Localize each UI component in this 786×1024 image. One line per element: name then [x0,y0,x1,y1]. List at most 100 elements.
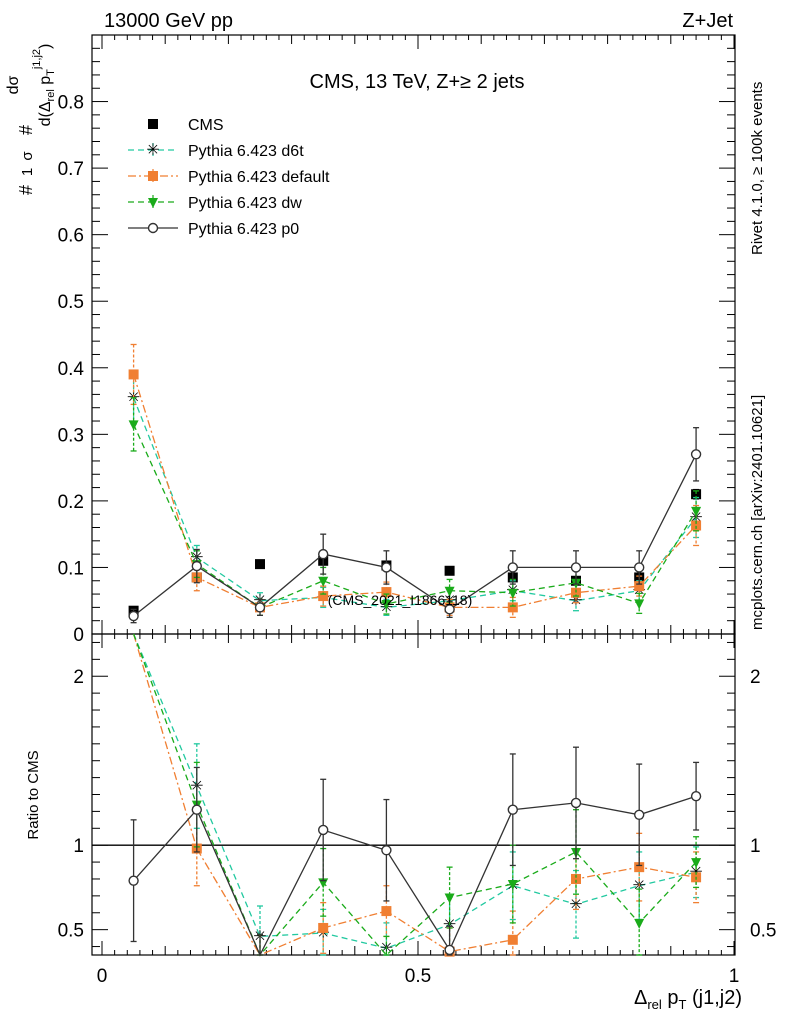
point-p0 [381,562,392,573]
main-title: CMS, 13 TeV, Z+≥ 2 jets [310,71,525,93]
point-default [381,587,392,598]
legend-label-p0: Pythia 6.423 p0 [188,221,299,238]
point-default [571,873,581,884]
series-line-p0 [133,795,697,957]
point-p0 [444,604,455,615]
y-tick-label: 0.3 [58,425,84,446]
point-dw [128,420,139,431]
point-p0 [381,845,392,856]
point-dw [444,893,455,904]
point-p0 [254,602,266,613]
series-line-default [132,374,697,609]
x-axis-label: Δrel pT (j1,j2) [634,987,742,1012]
ylabel-hash-2: # [16,125,36,135]
point-p0 [444,944,455,956]
point-dw [691,858,702,869]
series-line-d6t [132,633,697,949]
point-p0 [191,804,203,815]
point-default [128,369,139,380]
point-p0 [634,562,645,573]
ratio-y-tick-label-right: 0.5 [750,921,776,942]
point-p0 [634,809,645,820]
point-dw [507,588,518,599]
point-p0 [128,610,139,622]
series-line-d6t [132,397,697,609]
x-tick-label: 1 [729,966,740,987]
y-tick-label: 0.7 [58,159,84,180]
point-dw [507,880,518,891]
ylabel-dsigma: dσ [5,75,22,94]
point-p0 [191,560,203,572]
series-line-dw [133,424,697,609]
legend-marker-dw [148,198,158,208]
series-line-dw [132,633,697,957]
point-dw [318,576,329,587]
ratio-y-tick-label: 2 [73,667,84,688]
x-tick-label: 0.5 [405,966,431,987]
ylabel-sigma: σ [19,151,36,161]
point-default [507,602,518,613]
ylabel-denominator: d(Δrel pTj1,j2) [31,44,57,127]
point-p0 [318,548,329,560]
ratio-y-tick-label-right: 1 [750,836,761,857]
point-dw [381,600,392,611]
point-cms [255,559,265,570]
legend-label-default: Pythia 6.423 default [188,169,330,186]
point-dw [634,599,645,610]
point-cms [444,565,455,576]
point-p0 [318,824,329,836]
y-tick-label: 0.4 [58,359,85,380]
legend-marker-d6t: ✳ [146,142,159,159]
point-p0 [690,790,702,802]
x-tick-label: 0 [97,966,108,987]
y-tick-label: 0.1 [58,558,84,579]
ylabel-hash-1: # [16,185,36,195]
main-plot-panel: 0.10.20.30.40.50.60.70.80✳✳✳✳✳✳✳✳✳✳ [58,34,736,646]
ratio-y-tick-label: 0.5 [58,921,84,942]
ratio-y-tick-label-right: 2 [750,667,761,688]
legend-label-dw: Pythia 6.423 dw [188,195,302,212]
point-default [318,591,329,602]
point-default [634,581,645,592]
point-p0 [507,562,518,573]
main-y-axis-label: # 1 σ # dσ d(Δrel pTj1,j2) [5,44,57,195]
point-p0 [128,875,139,886]
legend-label-d6t: Pythia 6.423 d6t [188,143,304,160]
y-tick-label: 0.8 [58,93,84,114]
y-tick-label: 0.2 [58,492,84,513]
point-cms [691,489,702,500]
series-line-p0 [133,454,697,617]
point-default [634,862,645,873]
legend-marker-default [148,171,158,181]
y-tick-label: 0.6 [58,226,84,247]
legend: CMS ✳ Pythia 6.423 d6t Pythia 6.423 default… [128,117,330,238]
point-dw [444,586,455,597]
header-right: Z+Jet [682,10,733,32]
point-default [318,922,329,933]
point-p0 [570,797,582,809]
y-tick-label-zero: 0 [73,625,84,646]
point-default [571,587,581,598]
point-dw [691,506,702,517]
watermark: (CMS_2021_I1866118) [328,592,473,608]
point-p0 [570,562,582,573]
ylabel-frac-1: 1 [19,168,36,176]
series-line-default [132,633,697,956]
rivet-label: Rivet 4.1.0, ≥ 100k events [749,82,766,255]
ratio-y-tick-label: 1 [73,836,84,857]
y-tick-label: 0.5 [58,292,84,313]
point-p0 [690,449,702,460]
header-left: 13000 GeV pp [104,10,233,32]
legend-marker-cms [148,119,158,129]
legend-marker-p0 [147,222,159,234]
ratio-y-label: Ratio to CMS [25,750,42,839]
mcplots-label: mcplots.cern.ch [arXiv:2401.10621] [749,395,766,630]
point-default [507,934,518,945]
point-dw [634,918,645,929]
point-p0 [507,804,518,815]
point-default [381,906,392,917]
point-default [691,520,702,531]
legend-label-cms: CMS [188,117,224,134]
